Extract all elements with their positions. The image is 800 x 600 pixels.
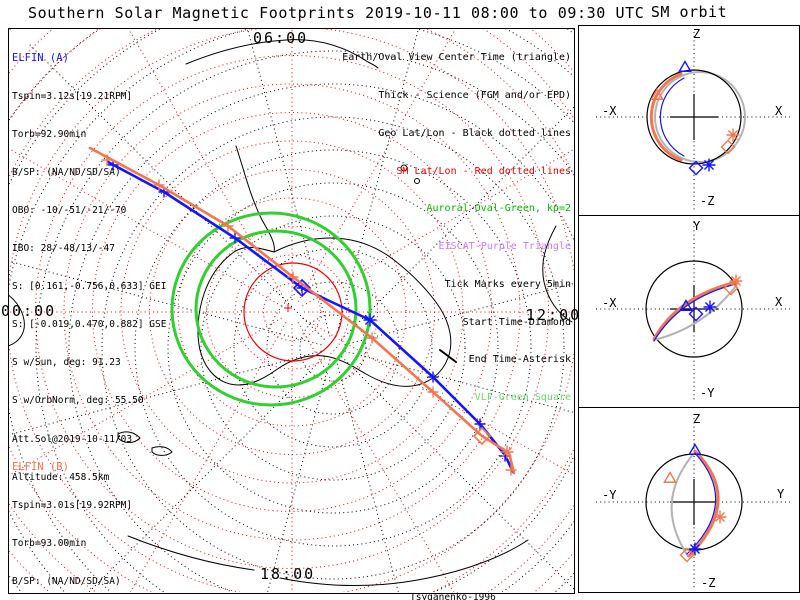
legend-line-sm-latlon: SM Lat/Lon - Red dotted lines [396, 165, 571, 177]
panel3-axis-down: -Z [701, 576, 716, 590]
panel1-axis-right: X [775, 104, 783, 118]
elfin-a-line: Att.Sol@2019-10-11/03 [12, 433, 133, 445]
elfin-a-line: S w/OrbNorm, deg: 55.50 [12, 395, 144, 407]
legend-line: Thick - Science (FGM and/or EPD) [378, 89, 571, 101]
elfin-a-line: S w/Sun, deg: 91.23 [12, 357, 121, 369]
panel1-axis-down: -Z [700, 194, 715, 208]
plot-title: Southern Solar Magnetic Footprints 2019-… [28, 4, 645, 22]
mlt-label-0000: 00:00 [1, 302, 57, 320]
mlt-label-0600: 06:00 [253, 29, 309, 47]
sm-latlon-grid [9, 29, 574, 592]
legend-line: Start Time-Diamond [462, 316, 571, 328]
elfin-a-line: Altitude: 458.5km [12, 471, 110, 483]
panel3-axis-up: Z [693, 412, 701, 426]
model-name: Tsyganenko-1996 [410, 592, 496, 600]
legend-line: Geo Lat/Lon - Black dotted lines [378, 127, 571, 139]
legend-line-vlf: VLF-Green Square [474, 392, 571, 404]
elfin-a-line: B/SP: (NA/ND/SD/SA) [12, 166, 121, 178]
ELFIN B footprint [88, 146, 517, 476]
panel1-axis-up: Z [693, 27, 701, 41]
sm-orbit-panel-xz [596, 32, 790, 210]
auroral-oval-and-terminator [170, 211, 372, 407]
elfin-a-line: S: [-0.019,0.470,0.882] GSE [12, 319, 167, 331]
elfin-a-info-block: ELFIN (A) Tspin=3.12s[19.21RPM] Torb=92.… [12, 27, 166, 510]
panel2-axis-up: Y [693, 219, 701, 233]
elfin-a-line: Torb=92.90min [12, 128, 87, 140]
elfin-b-info-block: ELFIN (B) Tspin=3.01s[19.92RPM] Torb=93.… [12, 436, 166, 600]
credits-block: Tsyganenko-1996 Created: Wed Jan 25 15:5… [410, 558, 599, 600]
mlt-label-1800: 18:00 [260, 565, 316, 583]
elfin-b-header: ELFIN (B) [12, 461, 69, 474]
elfin-a-line: OBO: -10/-51/-21/-70 [12, 204, 127, 216]
footprint-trajectories [88, 146, 517, 476]
geo-latlon-grid [9, 29, 574, 592]
panel2-axis-left: -X [602, 296, 617, 310]
legend-line: Tick Marks every 5min [444, 278, 571, 290]
legend-line-auroral-oval: Auroral Oval-Green, kp=2 [426, 203, 572, 215]
panel3-axis-left: -Y [602, 488, 617, 502]
sm-orbit-panel-xy [596, 222, 790, 400]
elfin-b-line: Tspin=3.01s[19.92RPM] [12, 499, 133, 511]
elfin-a-header: ELFIN (A) [12, 52, 69, 65]
elfin-b-line: B/SP: (NA/ND/SD/SA) [12, 575, 121, 587]
coastline-map [9, 39, 573, 586]
sm-orbit-title: SM orbit [650, 3, 728, 21]
panel1-axis-left: -X [602, 104, 617, 118]
elfin-a-line: Tspin=3.12s[19.21RPM] [12, 90, 133, 102]
elfin-b-line: Torb=93.00min [12, 537, 87, 549]
elfin-a-line: S: [0.161,-0.756,0.633] GEI [12, 281, 167, 293]
elfin-a-line: IBO: 28/-48/13/-47 [12, 242, 115, 254]
mlt-label-1200: 12:00 [526, 306, 582, 324]
panel2-axis-right: X [775, 295, 783, 309]
map-legend: Earth/Oval View Center Time (triangle) T… [342, 27, 571, 430]
panel2-axis-down: -Y [700, 386, 715, 400]
legend-line: Earth/Oval View Center Time (triangle) [342, 52, 571, 64]
legend-line: End Time-Asterisk [468, 354, 571, 366]
legend-line-eiscat: EISCAT-Purple Triangle [438, 241, 571, 253]
sm-orbit-panel-yz [596, 414, 790, 588]
panel3-axis-right: Y [777, 487, 785, 501]
